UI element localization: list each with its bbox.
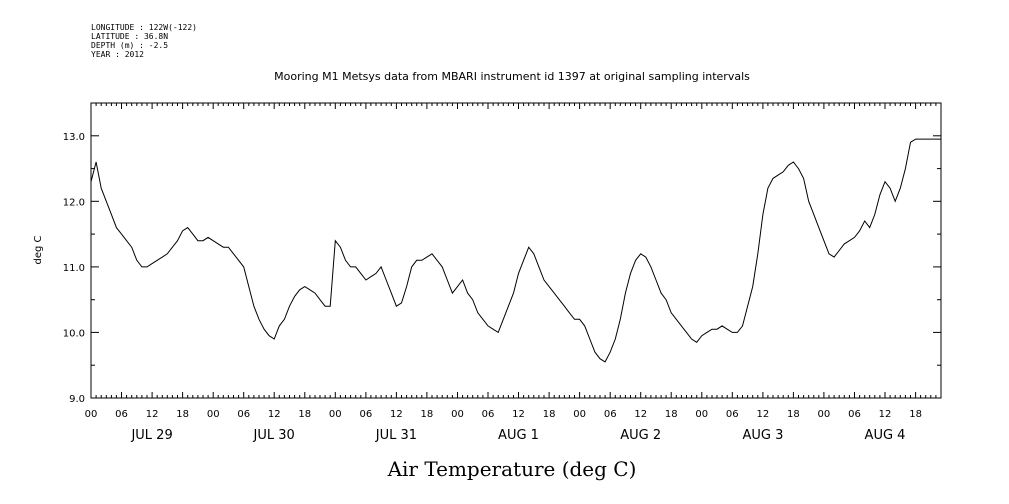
x-tick-label: 06 [482,409,495,420]
plot-frame [90,102,942,399]
y-tick-label: 12.0 [63,197,85,208]
day-label: JUL 29 [130,428,172,443]
meta-longitude: LONGITUDE : 122W(-122) [91,23,197,32]
x-tick-label: 18 [543,409,556,420]
y-tick-label: 9.0 [69,394,85,405]
x-tick-label: 06 [848,409,861,420]
series-line-air-temperature [90,138,941,363]
x-tick-label: 00 [573,409,586,420]
day-label: AUG 1 [498,428,539,443]
x-tick-label: 18 [909,409,922,420]
x-tick-label: 18 [298,409,311,420]
day-label: AUG 3 [742,428,783,443]
x-tick-label: 06 [115,409,128,420]
x-tick-label: 18 [787,409,800,420]
x-tick-label: 12 [879,409,892,420]
x-tick-label: 12 [512,409,525,420]
y-axis-label: deg C [33,235,44,264]
day-label: AUG 2 [620,428,661,443]
meta-depth: DEPTH (m) : -2.5 [91,41,168,50]
x-tick-label: 12 [390,409,403,420]
x-tick-label: 00 [207,409,220,420]
x-tick-label: 12 [146,409,159,420]
x-hour-tick-labels: 00 06 12 18 00 06 12 18 00 06 12 18 00 06 12 18 00 06 12 18… [85,409,922,420]
meta-latitude: LATITUDE : 36.8N [91,32,168,41]
x-tick-label: 00 [85,409,98,420]
x-tick-label: 00 [329,409,342,420]
day-label: JUL 31 [375,428,417,443]
x-tick-label: 18 [665,409,678,420]
x-tick-label: 00 [695,409,708,420]
x-tick-label: 12 [634,409,647,420]
day-label: JUL 30 [253,428,295,443]
x-tick-label: 12 [757,409,770,420]
x-tick-label: 00 [451,409,464,420]
x-tick-label: 06 [237,409,250,420]
x-tick-label: 06 [604,409,617,420]
chart-title: Mooring M1 Metsys data from MBARI instru… [274,70,750,83]
x-tick-label: 00 [818,409,831,420]
y-tick-label: 10.0 [63,328,85,339]
x-tick-label: 12 [268,409,281,420]
metadata-block: LONGITUDE : 122W(-122) LATITUDE : 36.8N … [91,23,197,59]
x-tick-label: 18 [421,409,434,420]
x-tick-label: 18 [176,409,189,420]
x-tick-label: 06 [360,409,373,420]
y-tick-label: 13.0 [63,132,85,143]
meta-year: YEAR : 2012 [91,50,144,59]
x-tick-label: 06 [726,409,739,420]
x-axis-label: Air Temperature (deg C) [387,457,637,481]
y-tick-label: 11.0 [63,263,85,274]
axis-ticks [90,102,942,399]
y-tick-labels: 9.0 10.0 11.0 12.0 13.0 [63,132,85,405]
day-labels: JUL 29 JUL 30 JUL 31 AUG 1 AUG 2 AUG 3 AUG 4 [130,428,905,443]
day-label: AUG 4 [865,428,906,443]
